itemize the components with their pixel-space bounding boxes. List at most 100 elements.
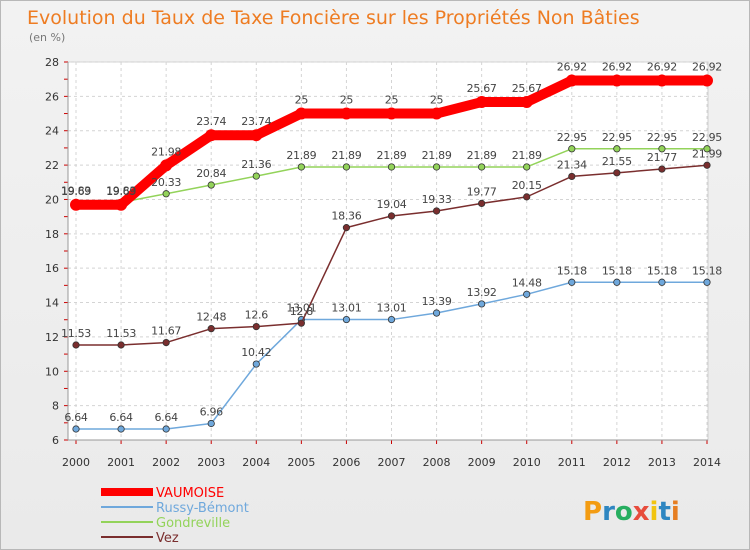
data-label: 22.95	[557, 131, 587, 144]
x-tick-2012: 2012	[603, 456, 631, 469]
point-russy-bémont-2008	[432, 309, 441, 317]
axes: 6 8 10 12 14 16 18 20 22 24 26 28 2000 2001 2002 2003 20…	[45, 56, 721, 469]
y-tick-16: 16	[45, 262, 59, 275]
y-tick-18: 18	[45, 228, 59, 241]
point-vez-2004	[252, 322, 260, 331]
data-label: 26.92	[692, 61, 722, 74]
point-vaumoise-2008	[430, 107, 443, 120]
y-tick-10: 10	[45, 365, 59, 378]
point-vez-2010	[523, 193, 531, 201]
point-russy-bémont-2006	[342, 315, 351, 324]
data-label: 13.01	[286, 302, 316, 315]
legend-label-russy-bémont: Russy-Bémont	[156, 501, 249, 516]
point-gondreville-2007	[387, 163, 396, 171]
x-tick-2014: 2014	[693, 456, 721, 469]
data-label: 26.92	[557, 61, 587, 74]
point-vaumoise-2007	[385, 107, 398, 120]
data-label: 21.98	[151, 145, 181, 158]
data-label: 11.53	[61, 327, 91, 340]
data-label: 21.89	[286, 149, 316, 162]
point-vez-2005	[297, 319, 305, 327]
point-gondreville-2011	[568, 145, 576, 153]
data-label: 22.95	[647, 131, 677, 144]
data-label: 12.8	[290, 305, 314, 318]
point-vaumoise-2009	[475, 96, 488, 109]
data-label: 20.84	[196, 167, 226, 180]
point-vez-2014	[703, 161, 711, 169]
data-label: 21.89	[467, 149, 497, 162]
proxiti-logo-text: Proxiti	[583, 497, 680, 527]
x-tick-2005: 2005	[287, 456, 315, 469]
point-vaumoise-2002	[160, 159, 173, 172]
y-tick-6: 6	[52, 434, 59, 447]
data-label: 13.01	[377, 302, 407, 315]
data-label: 13.01	[331, 302, 361, 315]
y-tick-8: 8	[52, 400, 59, 413]
point-russy-bémont-2000	[72, 425, 80, 433]
y-tick-28: 28	[45, 56, 59, 69]
proxiti-logo: Proxiti	[583, 497, 680, 527]
data-label: 6.64	[64, 411, 88, 424]
y-tick-26: 26	[45, 90, 59, 103]
grid-lines	[68, 61, 708, 441]
y-tick-12: 12	[45, 331, 59, 344]
point-russy-bémont-2001	[117, 425, 125, 433]
point-vaumoise-2012	[610, 74, 623, 87]
point-vez-2013	[658, 165, 666, 173]
data-label: 14.48	[512, 276, 542, 289]
point-vez-2008	[432, 207, 441, 215]
data-label: 19.33	[422, 193, 452, 206]
x-tick-2002: 2002	[152, 456, 180, 469]
data-label: 23.74	[196, 115, 226, 128]
legend-label-vez: Vez	[156, 531, 179, 546]
y-tick-20: 20	[45, 193, 59, 206]
data-label: 19.69	[61, 185, 91, 198]
series-layer	[70, 74, 713, 433]
data-label: 21.89	[331, 149, 361, 162]
y-tick-24: 24	[45, 125, 59, 138]
point-gondreville-2009	[478, 163, 486, 171]
point-russy-bémont-2010	[523, 290, 531, 298]
point-russy-bémont-2007	[387, 315, 396, 324]
point-russy-bémont-2009	[478, 300, 486, 308]
x-tick-2004: 2004	[242, 456, 270, 469]
data-label: 11.67	[151, 325, 181, 338]
data-label: 11.53	[106, 327, 136, 340]
y-tick-14: 14	[45, 297, 59, 310]
data-label: 20.15	[512, 179, 542, 192]
data-label: 6.64	[109, 411, 133, 424]
data-label: 15.18	[602, 264, 632, 277]
legend-label-vaumoise: VAUMOISE	[156, 486, 224, 501]
point-vez-2011	[568, 172, 576, 181]
plot-area	[67, 61, 709, 441]
data-label: 25.67	[467, 82, 497, 95]
data-label: 6.64	[154, 411, 178, 424]
point-russy-bémont-2002	[162, 425, 170, 433]
point-vaumoise-2006	[340, 107, 353, 120]
data-label: 21.77	[647, 151, 677, 164]
point-vez-2003	[207, 325, 215, 333]
x-tick-2001: 2001	[107, 456, 135, 469]
point-russy-bémont-2003	[207, 419, 215, 428]
point-gondreville-2003	[207, 181, 215, 189]
x-tick-2007: 2007	[378, 456, 406, 469]
data-label: 26.92	[602, 61, 632, 74]
point-gondreville-2004	[252, 172, 260, 180]
point-vez-2007	[387, 212, 396, 220]
point-russy-bémont-2011	[568, 278, 576, 286]
data-label: 15.18	[557, 264, 587, 277]
legend-label-gondreville: Gondreville	[156, 516, 230, 531]
point-vez-2006	[342, 224, 351, 232]
x-tick-2011: 2011	[558, 456, 586, 469]
data-label: 20.33	[151, 176, 181, 189]
x-tick-2010: 2010	[513, 456, 541, 469]
x-tick-2008: 2008	[423, 456, 451, 469]
data-label: 23.74	[241, 115, 271, 128]
point-vaumoise-2001	[115, 198, 128, 211]
point-gondreville-2005	[297, 163, 305, 171]
data-label: 25	[430, 94, 444, 107]
point-russy-bémont-2014	[703, 278, 711, 286]
data-label: 6.96	[200, 406, 224, 419]
y-tick-22: 22	[45, 159, 59, 172]
